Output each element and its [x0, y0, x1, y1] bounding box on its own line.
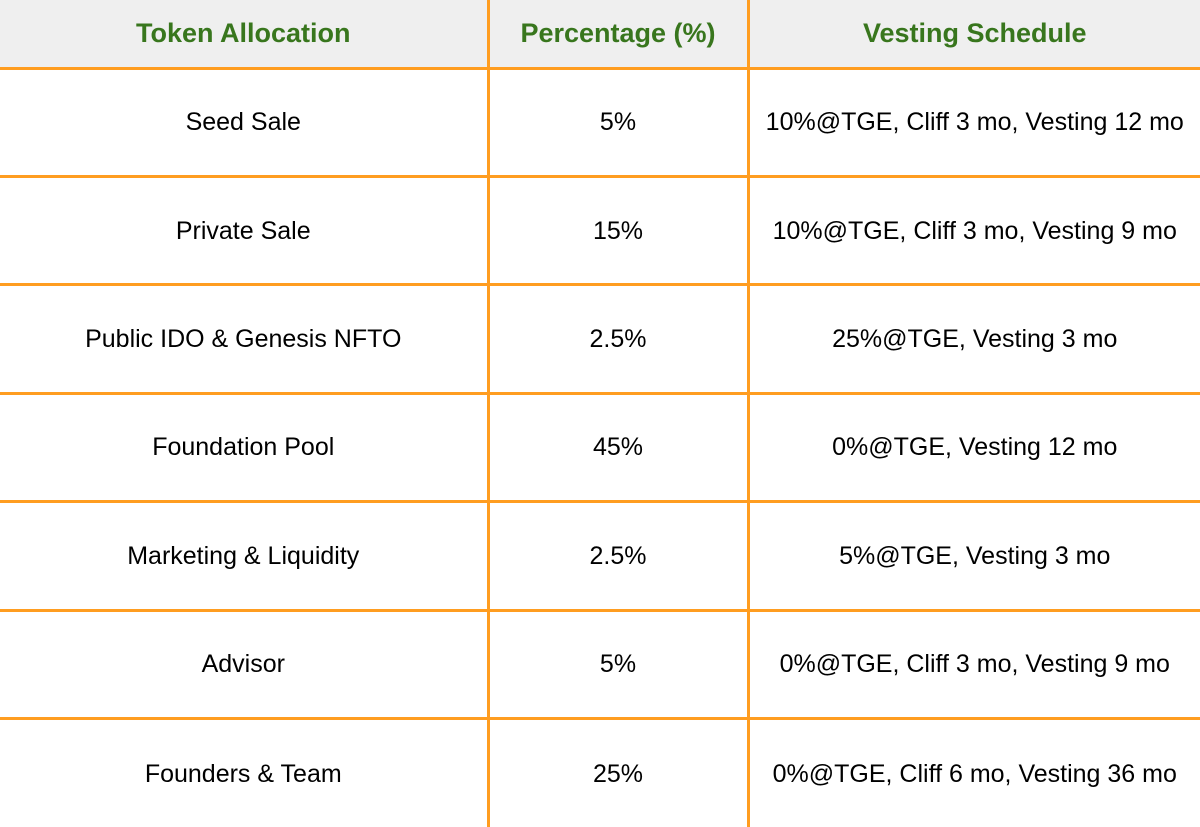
table-row: Seed Sale 5% 10%@TGE, Cliff 3 mo, Vestin…: [0, 66, 1200, 178]
cell-vesting-schedule: 0%@TGE, Cliff 6 mo, Vesting 36 mo: [746, 717, 1200, 827]
cell-vesting-schedule: 10%@TGE, Cliff 3 mo, Vesting 12 mo: [746, 66, 1200, 178]
cell-vesting-schedule: 25%@TGE, Vesting 3 mo: [746, 283, 1200, 395]
cell-token-allocation: Foundation Pool: [0, 391, 490, 504]
cell-vesting-schedule: 0%@TGE, Vesting 12 mo: [746, 391, 1200, 504]
table-row: Foundation Pool 45% 0%@TGE, Vesting 12 m…: [0, 391, 1200, 504]
cell-percentage: 5%: [486, 66, 750, 178]
table-row: Private Sale 15% 10%@TGE, Cliff 3 mo, Ve…: [0, 174, 1200, 287]
cell-token-allocation: Public IDO & Genesis NFTO: [0, 283, 490, 395]
header-token-allocation: Token Allocation: [0, 0, 490, 70]
cell-vesting-schedule: 0%@TGE, Cliff 3 mo, Vesting 9 mo: [746, 608, 1200, 721]
table-row: Public IDO & Genesis NFTO 2.5% 25%@TGE, …: [0, 283, 1200, 395]
cell-vesting-schedule: 10%@TGE, Cliff 3 mo, Vesting 9 mo: [746, 174, 1200, 287]
cell-percentage: 15%: [486, 174, 750, 287]
cell-token-allocation: Founders & Team: [0, 717, 490, 827]
cell-token-allocation: Private Sale: [0, 174, 490, 287]
cell-token-allocation: Marketing & Liquidity: [0, 500, 490, 612]
table-header-row: Token Allocation Percentage (%) Vesting …: [0, 0, 1200, 70]
header-percentage: Percentage (%): [486, 0, 750, 70]
table-body: Seed Sale 5% 10%@TGE, Cliff 3 mo, Vestin…: [0, 66, 1200, 827]
cell-vesting-schedule: 5%@TGE, Vesting 3 mo: [746, 500, 1200, 612]
cell-percentage: 25%: [486, 717, 750, 827]
table-row: Founders & Team 25% 0%@TGE, Cliff 6 mo, …: [0, 717, 1200, 827]
cell-token-allocation: Seed Sale: [0, 66, 490, 178]
cell-percentage: 2.5%: [486, 500, 750, 612]
header-vesting-schedule: Vesting Schedule: [746, 0, 1200, 70]
cell-percentage: 2.5%: [486, 283, 750, 395]
cell-percentage: 45%: [486, 391, 750, 504]
cell-percentage: 5%: [486, 608, 750, 721]
table-row: Advisor 5% 0%@TGE, Cliff 3 mo, Vesting 9…: [0, 608, 1200, 721]
cell-token-allocation: Advisor: [0, 608, 490, 721]
table-row: Marketing & Liquidity 2.5% 5%@TGE, Vesti…: [0, 500, 1200, 612]
